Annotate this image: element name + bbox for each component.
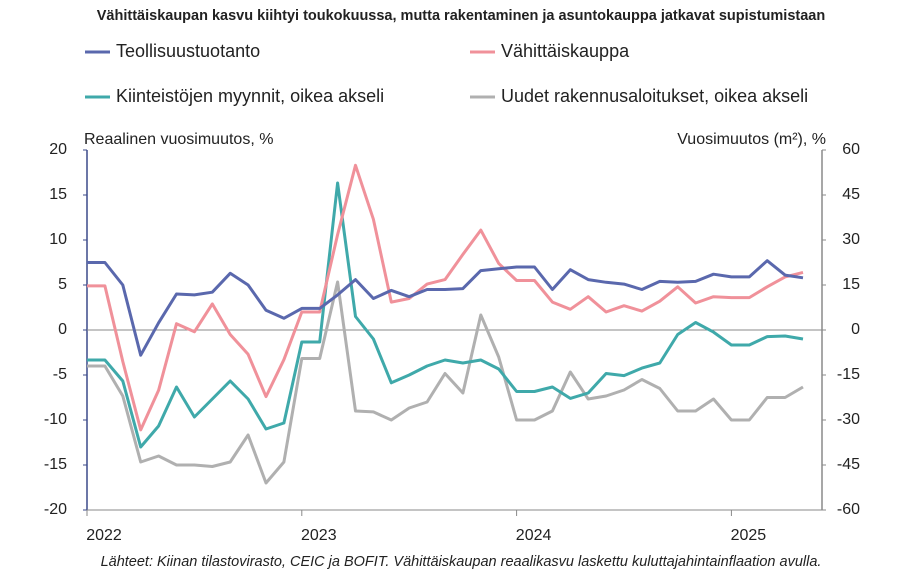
legend-label: Teollisuustuotanto: [116, 41, 260, 61]
y2-tick-label: -30: [837, 411, 860, 428]
y2-tick-label: 60: [842, 141, 860, 158]
x-tick-label: 2023: [301, 527, 337, 544]
source-note: Lähteet: Kiinan tilastovirasto, CEIC ja …: [101, 554, 822, 570]
series-line: [87, 181, 804, 449]
y-tick-label: -15: [44, 456, 67, 473]
y2-tick-label: 0: [851, 321, 860, 338]
y-axis-label: Reaalinen vuosimuutos, %: [84, 131, 273, 148]
y2-tick-label: -15: [837, 366, 860, 383]
y2-tick-label: 15: [842, 276, 860, 293]
y2-tick-label: 30: [842, 231, 860, 248]
y-tick-label: 0: [58, 321, 67, 338]
legend-label: Kiinteistöjen myynnit, oikea akseli: [116, 86, 384, 106]
chart-title: Vähittäiskaupan kasvu kiihtyi toukokuuss…: [97, 8, 825, 24]
y-tick-label: -10: [44, 411, 67, 428]
series-line: [87, 163, 804, 432]
y-tick-label: 15: [49, 186, 67, 203]
y-tick-label: -20: [44, 501, 67, 518]
x-tick-label: 2022: [86, 527, 122, 544]
series-line: [87, 280, 804, 485]
y-tick-label: 20: [49, 141, 67, 158]
legend-label: Vähittäiskauppa: [501, 41, 630, 61]
series-line: [87, 259, 804, 357]
y-tick-label: -5: [53, 366, 67, 383]
y-tick-label: 5: [58, 276, 67, 293]
y2-tick-label: -60: [837, 501, 860, 518]
y-tick-label: 10: [49, 231, 67, 248]
y2-tick-label: 45: [842, 186, 860, 203]
y2-tick-label: -45: [837, 456, 860, 473]
x-tick-label: 2024: [516, 527, 552, 544]
y2-axis-label: Vuosimuutos (m²), %: [677, 131, 826, 148]
legend-label: Uudet rakennusaloitukset, oikea akseli: [501, 86, 808, 106]
x-tick-label: 2025: [731, 527, 767, 544]
